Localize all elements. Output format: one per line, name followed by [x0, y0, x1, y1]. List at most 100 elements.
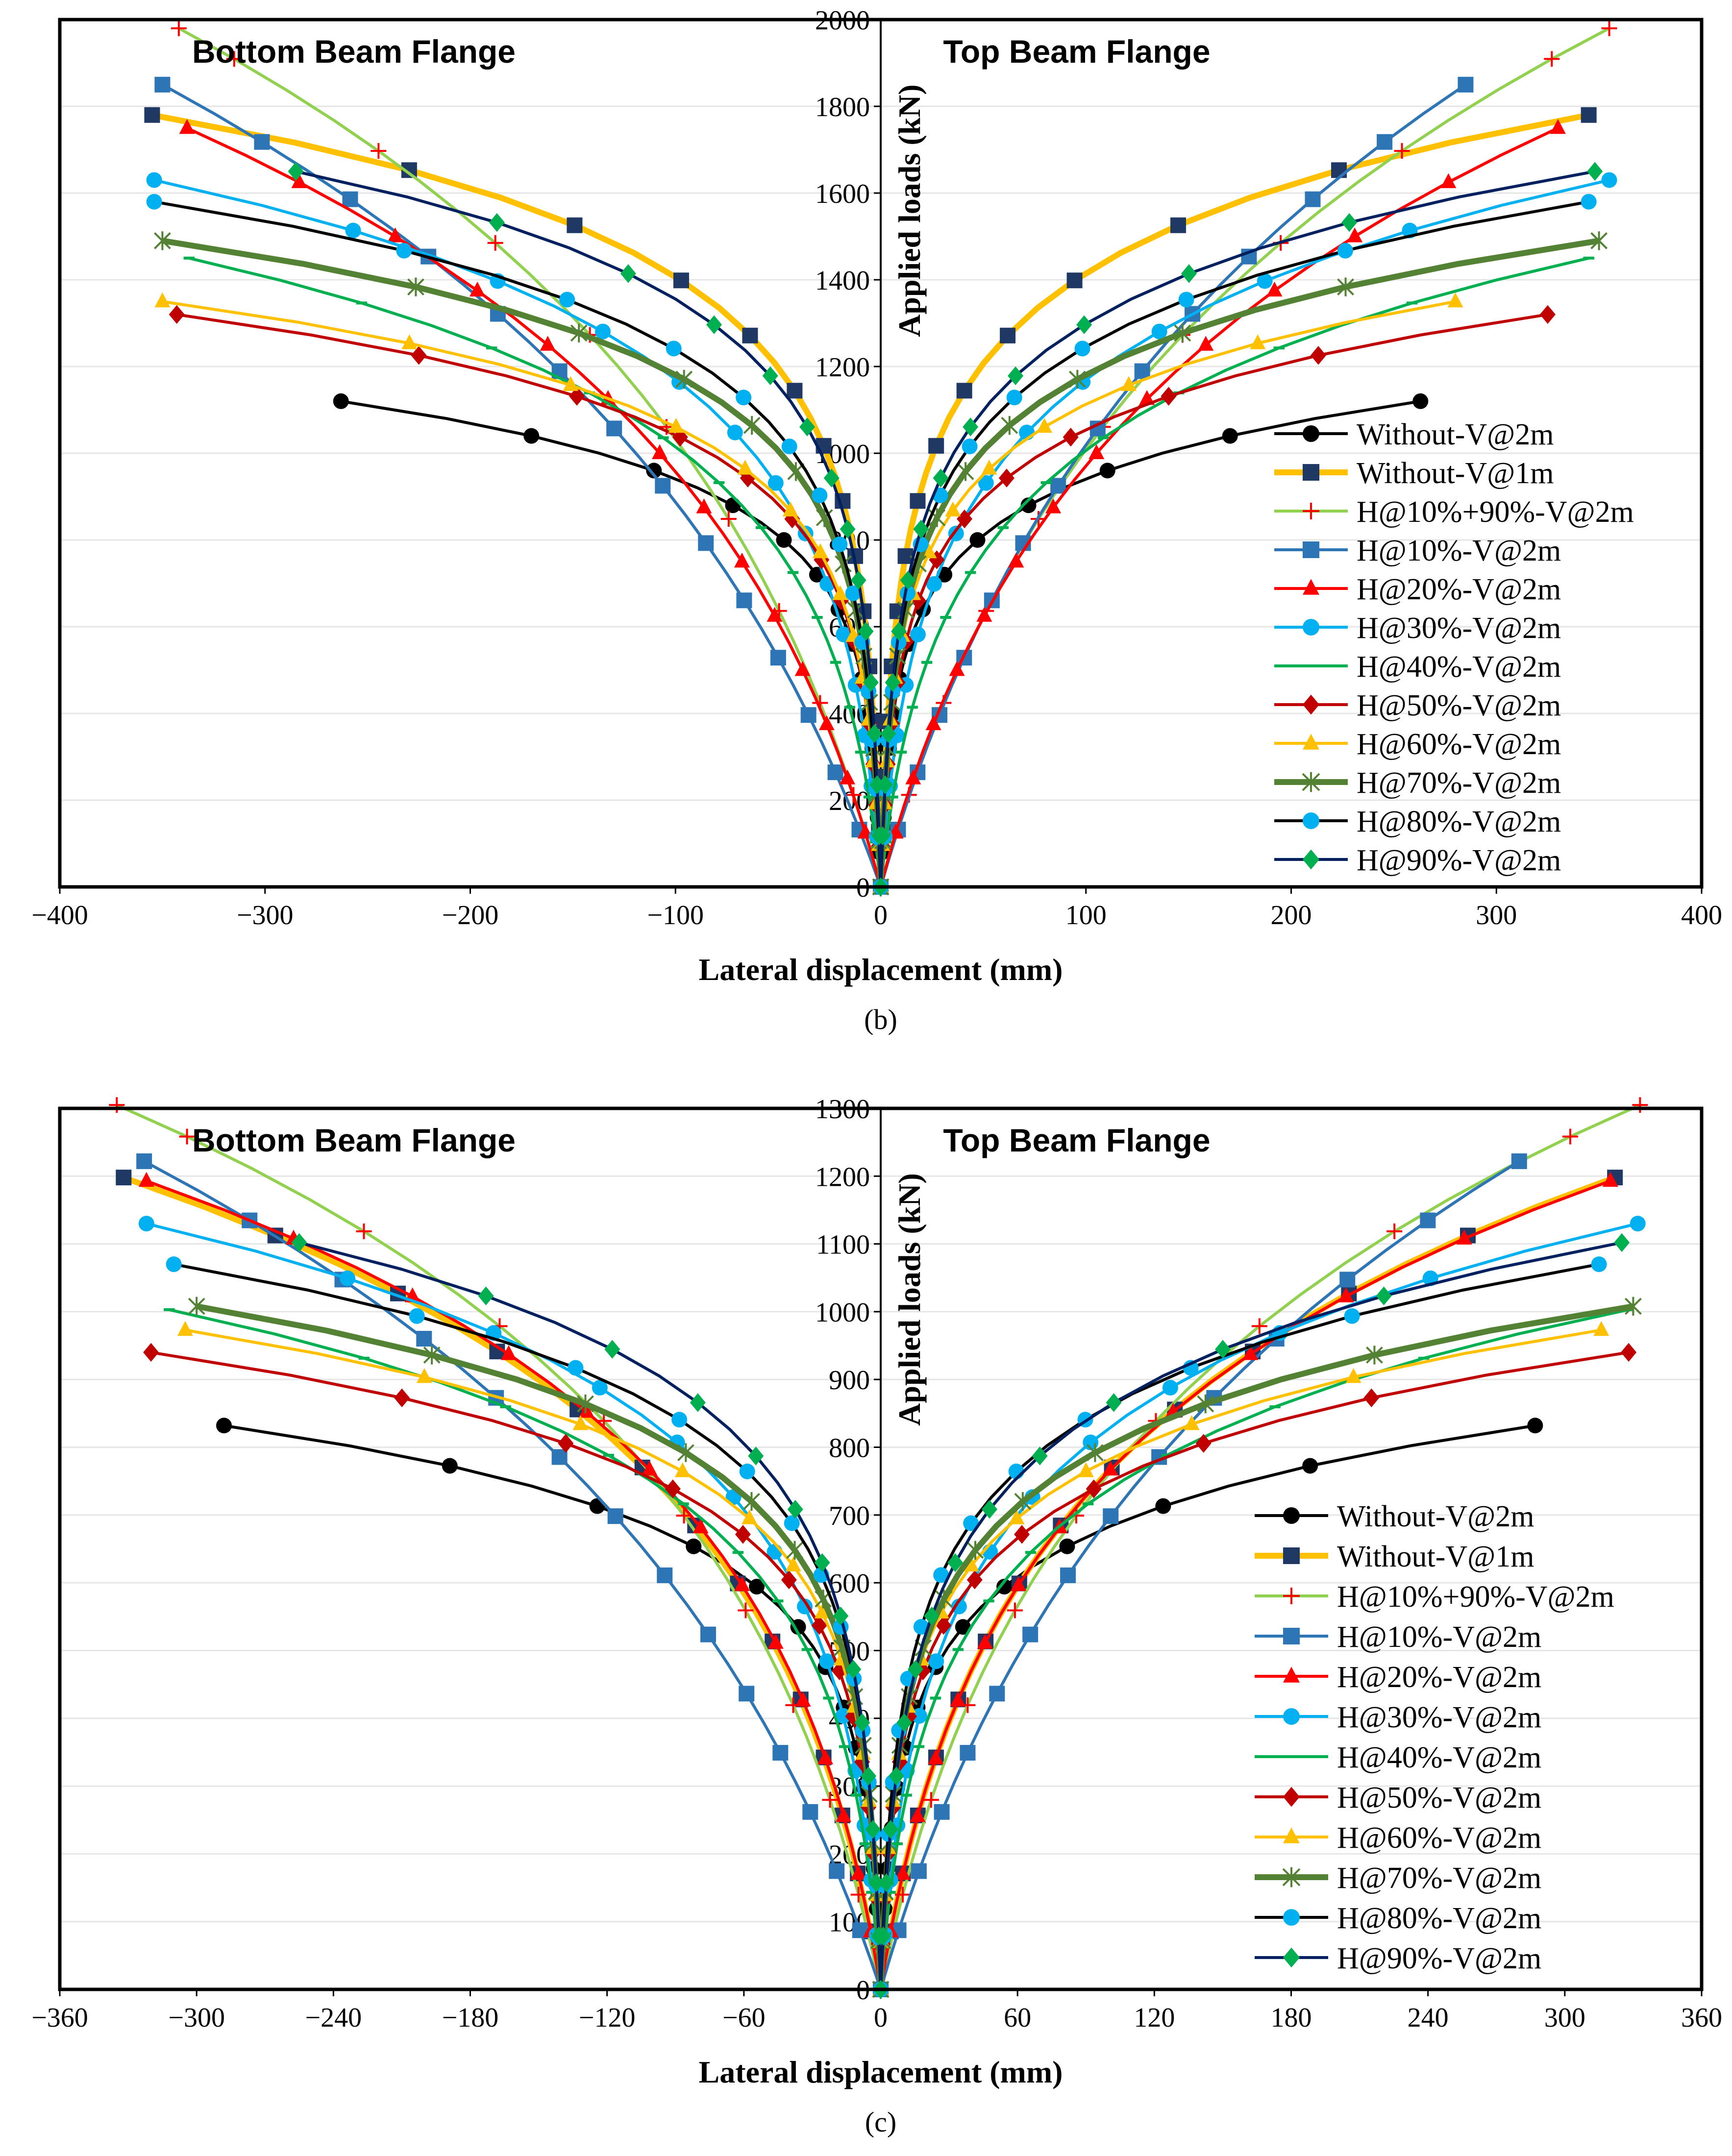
- series-11: [288, 162, 1603, 897]
- data-point: [1366, 1346, 1383, 1365]
- data-point: [1161, 387, 1177, 406]
- x-tick-label: −60: [722, 2003, 766, 2033]
- data-point: [1310, 346, 1326, 365]
- data-point: [969, 532, 986, 548]
- data-point: [665, 1479, 681, 1498]
- data-point: [947, 1553, 964, 1572]
- data-point: [935, 1590, 953, 1609]
- data-point: [933, 468, 949, 488]
- x-tick-label: 300: [1544, 2003, 1585, 2033]
- data-point: [1632, 1097, 1648, 1113]
- data-point: [845, 1660, 862, 1679]
- data-point: [823, 468, 840, 488]
- data-point: [891, 622, 907, 641]
- data-point: [1089, 444, 1105, 459]
- data-point: [850, 1864, 866, 1880]
- x-tick-label: 360: [1681, 2003, 1722, 2033]
- legend-swatch-marker: [1303, 734, 1319, 750]
- data-point: [1086, 1479, 1102, 1498]
- data-point: [1106, 1393, 1122, 1412]
- data-point: [666, 341, 682, 357]
- data-point: [742, 327, 758, 343]
- data-point: [966, 1570, 983, 1590]
- data-point: [1337, 243, 1353, 259]
- x-tick-label: −240: [305, 2003, 362, 2033]
- data-point: [742, 1509, 758, 1524]
- data-point: [785, 1556, 801, 1571]
- data-point: [1184, 1415, 1200, 1430]
- data-point: [811, 1616, 827, 1635]
- data-point: [1630, 1216, 1646, 1232]
- data-point: [832, 585, 848, 600]
- data-point: [1032, 1446, 1048, 1466]
- data-point: [1102, 1460, 1118, 1476]
- data-point: [1222, 428, 1238, 444]
- data-point: [394, 1388, 410, 1407]
- legend-entry: Without-V@1m: [1357, 457, 1554, 490]
- data-point: [1363, 1388, 1380, 1407]
- data-point: [767, 607, 783, 622]
- data-point: [748, 1446, 764, 1466]
- data-point: [925, 715, 941, 731]
- data-point: [950, 1691, 966, 1707]
- data-point: [138, 1172, 154, 1187]
- plot-frame: [58, 1106, 1704, 1991]
- series-line-top: [879, 1103, 1641, 1990]
- data-point: [787, 383, 803, 399]
- data-point: [1601, 20, 1617, 36]
- x-tick-label: 400: [1681, 900, 1722, 931]
- data-point: [787, 1499, 803, 1519]
- chart-c: 0100200300400500600700800900100011001200…: [31, 1094, 1722, 2138]
- data-point: [291, 1233, 307, 1252]
- data-point: [812, 487, 828, 503]
- data-point: [738, 1602, 754, 1618]
- data-point: [523, 428, 540, 444]
- data-point: [1251, 1318, 1267, 1334]
- legend-entry: H@90%-V@2m: [1357, 844, 1561, 877]
- data-point: [138, 1216, 154, 1232]
- x-tick-label: 0: [874, 2003, 888, 2033]
- y-tick-label: 1400: [815, 266, 870, 296]
- legend-swatch-marker: [1283, 1547, 1300, 1564]
- data-point: [655, 478, 671, 494]
- data-point: [951, 1598, 967, 1615]
- data-point: [767, 1634, 784, 1649]
- data-point: [478, 1286, 494, 1305]
- data-point: [1078, 1462, 1094, 1477]
- plot-frame: [58, 18, 1704, 889]
- data-point: [642, 1460, 658, 1476]
- data-point: [1544, 51, 1560, 67]
- data-point: [776, 532, 792, 548]
- data-point: [924, 1606, 940, 1626]
- data-point: [1341, 213, 1358, 232]
- legend-entry: Without-V@2m: [1337, 1500, 1534, 1533]
- y-tick-label: 1800: [815, 92, 870, 122]
- data-point: [871, 826, 887, 845]
- data-point: [928, 1653, 944, 1669]
- data-point: [762, 366, 778, 386]
- data-point: [1602, 1172, 1618, 1187]
- data-point: [646, 463, 662, 479]
- data-point: [706, 315, 722, 334]
- data-point: [1376, 1286, 1392, 1305]
- data-point: [1181, 264, 1197, 283]
- data-point: [790, 1619, 806, 1635]
- data-point: [858, 622, 874, 641]
- data-point: [910, 1807, 926, 1822]
- data-point: [1394, 143, 1410, 159]
- data-point: [288, 162, 304, 181]
- y-tick-label: 1000: [815, 1298, 870, 1328]
- data-point: [845, 585, 861, 601]
- legend-entry: H@10%-V@2m: [1337, 1620, 1541, 1654]
- data-point: [865, 1820, 881, 1839]
- data-point: [401, 334, 418, 349]
- data-point: [675, 369, 693, 389]
- data-point: [604, 1340, 620, 1359]
- legend-entry: H@50%-V@2m: [1357, 689, 1561, 722]
- data-point: [179, 119, 195, 134]
- data-point: [934, 1804, 950, 1820]
- data-point: [833, 1606, 849, 1626]
- data-point: [333, 393, 349, 409]
- data-point: [962, 439, 978, 455]
